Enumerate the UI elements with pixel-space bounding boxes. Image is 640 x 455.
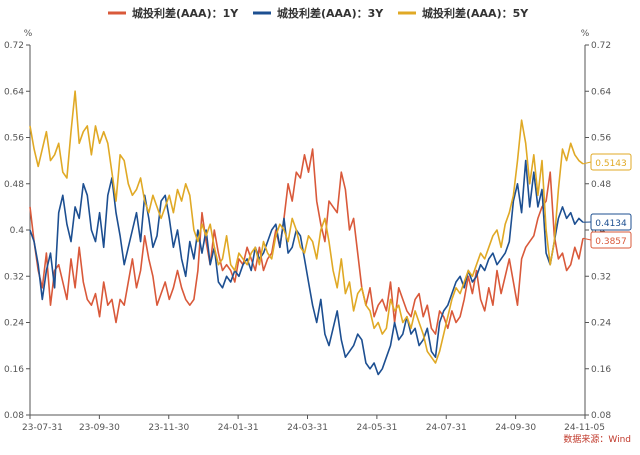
y-tick-label-right: 0.16 — [591, 365, 611, 375]
y-tick-label-right: 0.08 — [591, 411, 611, 421]
y-axis-right-ticks: 0.72 0.64 0.56 0.48 0.4 0.32 0.24 0.16 0.08 — [585, 41, 611, 421]
legend-label: 城投利差(AAA)：3Y — [277, 6, 384, 20]
y-tick-label-left: 0.32 — [4, 272, 24, 282]
x-tick-label: 24-07-31 — [426, 423, 467, 433]
y-tick-label-left: 0.72 — [4, 41, 24, 51]
y-tick-label-left: 0.4 — [10, 226, 25, 236]
x-tick-label: 24-09-30 — [495, 423, 536, 433]
y-tick-label-left: 0.16 — [4, 365, 24, 375]
series-line-1 — [29, 148, 584, 335]
y-tick-label-left: 0.08 — [4, 411, 24, 421]
end-label-connector — [582, 237, 592, 241]
end-label-box — [590, 153, 632, 171]
x-tick-label: 23-09-30 — [79, 423, 120, 433]
end-value-labels: 0.3857 0.4134 0.5143 — [582, 153, 632, 249]
x-tick-label: 23-07-31 — [22, 423, 63, 433]
end-value-label: 0.5143 — [595, 159, 627, 169]
y-unit-left: % — [24, 29, 33, 39]
y-tick-label-right: 0.24 — [591, 319, 611, 329]
end-label-connector — [582, 161, 592, 165]
legend-label: 城投利差(AAA)：5Y — [422, 6, 529, 20]
x-tick-label: 24-01-31 — [218, 423, 259, 433]
x-tick-label: 23-11-30 — [148, 423, 189, 433]
x-axis-ticks: 23-07-31 23-09-30 23-11-30 24-01-31 24-03-31… — [22, 415, 605, 433]
end-value-label: 0.3857 — [595, 237, 627, 247]
end-label-box — [590, 231, 632, 249]
y-tick-label-left: 0.64 — [4, 87, 24, 97]
x-tick-label: 24-03-31 — [287, 423, 328, 433]
x-tick-label: 24-11-05 — [564, 423, 605, 433]
y-tick-label-left: 0.48 — [4, 180, 24, 190]
y-tick-label-right: 0.48 — [591, 180, 611, 190]
y-axis-left-ticks: 0.72 0.64 0.56 0.48 0.4 0.32 0.24 0.16 0.08 — [4, 41, 30, 421]
y-tick-label-right: 0.64 — [591, 87, 611, 97]
legend-label: 城投利差(AAA)：1Y — [132, 6, 239, 20]
end-value-label: 0.4134 — [595, 219, 627, 229]
axes — [29, 45, 586, 416]
end-label-box — [590, 213, 632, 231]
y-tick-label-left: 0.56 — [4, 134, 24, 144]
source-note: 数据来源：Wind — [563, 433, 631, 445]
series-line-3 — [29, 90, 584, 364]
y-tick-label-right: 0.56 — [591, 134, 611, 144]
legend: 城投利差(AAA)：1Y 城投利差(AAA)：3Y 城投利差(AAA)：5Y — [108, 6, 529, 20]
y-tick-label-right: 0.32 — [591, 272, 611, 282]
series-line-2 — [29, 159, 584, 376]
y-tick-label-left: 0.24 — [4, 319, 24, 329]
y-unit-right: % — [581, 29, 590, 39]
series-lines — [29, 90, 584, 376]
x-tick-label: 24-05-31 — [356, 423, 397, 433]
y-tick-label-right: 0.4 — [591, 226, 606, 236]
y-tick-label-right: 0.72 — [591, 41, 611, 51]
